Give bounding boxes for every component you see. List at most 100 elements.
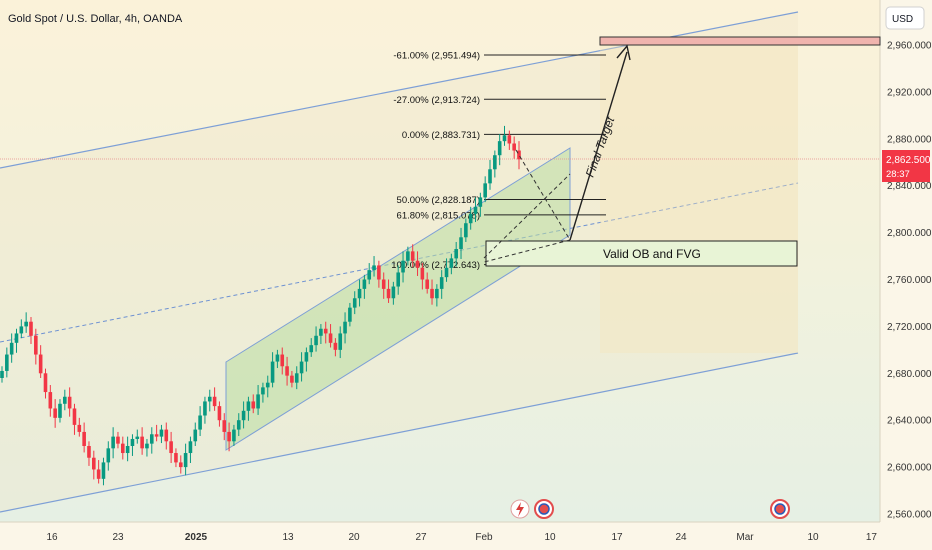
current-price-value: 2,862.500 <box>886 155 931 166</box>
candle-body <box>198 415 202 430</box>
x-tick-label: 13 <box>282 532 294 543</box>
currency-label: USD <box>892 14 913 25</box>
candle-body <box>439 277 444 289</box>
candle-body <box>159 429 164 437</box>
candle-body <box>193 429 198 442</box>
candle-body <box>251 401 256 409</box>
current-price-countdown: 28:37 <box>886 169 910 180</box>
x-tick-label: Mar <box>736 532 754 543</box>
candle-body <box>381 279 386 289</box>
projection-dashed-diagonal <box>483 173 571 259</box>
candle-body <box>178 462 183 468</box>
x-tick-label: 2025 <box>185 532 208 543</box>
candle-body <box>87 445 91 458</box>
target-projection-area <box>600 40 798 353</box>
us-flag-mar-icon <box>774 503 786 515</box>
final-target-arrowhead <box>616 44 631 61</box>
candle-body <box>270 361 275 383</box>
y-tick-label: 2,680.000 <box>887 369 932 380</box>
x-tick-label: 24 <box>675 532 687 543</box>
candle-body <box>304 352 309 362</box>
candle-body <box>473 206 478 214</box>
candle-body <box>222 420 227 432</box>
candle-body <box>43 373 48 393</box>
candle-body <box>415 260 420 268</box>
fib-level-label: 0.00% (2,883.731) <box>402 130 480 141</box>
candle-body <box>309 345 314 353</box>
candle-body <box>420 267 425 280</box>
x-tick-label: 17 <box>866 532 878 543</box>
candle-body <box>357 288 362 299</box>
candle-body <box>169 441 173 454</box>
candle-body <box>285 366 289 376</box>
candle-body <box>497 141 502 156</box>
candle-body <box>386 288 391 299</box>
candle-body <box>174 453 178 463</box>
candle-body <box>352 298 357 308</box>
candle-body <box>265 382 270 388</box>
candle-body <box>478 197 483 207</box>
candle-body <box>9 342 14 355</box>
x-tick-label: 10 <box>807 532 819 543</box>
candle-body <box>116 436 120 444</box>
candle-body <box>261 387 265 395</box>
candle-body <box>241 410 246 421</box>
y-tick-label: 2,640.000 <box>887 416 932 427</box>
fib-level-label: -27.00% (2,913.724) <box>393 95 480 106</box>
candle-body <box>188 441 193 454</box>
candle-body <box>459 237 463 250</box>
candle-body <box>275 354 280 362</box>
candle-body <box>63 396 67 404</box>
y-tick-label: 2,960.000 <box>887 41 932 52</box>
candle-body <box>38 354 43 374</box>
candle-body <box>502 135 507 142</box>
x-tick-label: 20 <box>348 532 360 543</box>
ob-fvg-zone <box>485 240 798 267</box>
candle-body <box>183 453 188 468</box>
candle-body <box>164 429 169 442</box>
candle-body <box>101 462 106 479</box>
candle-body <box>5 354 9 371</box>
candle-body <box>19 326 24 334</box>
candle-body <box>48 392 53 409</box>
candle-body <box>232 429 236 442</box>
price-axis-panel <box>880 0 932 550</box>
currency-selector[interactable] <box>885 6 925 30</box>
candle-body <box>53 408 57 418</box>
y-tick-label: 2,760.000 <box>887 275 932 286</box>
candle-body <box>425 279 429 289</box>
candle-body <box>106 448 111 463</box>
candle-body <box>130 438 135 446</box>
y-tick-label: 2,600.000 <box>887 463 932 474</box>
candle-body <box>72 408 77 425</box>
y-tick-label: 2,920.000 <box>887 87 932 98</box>
candle-body <box>154 434 159 437</box>
wide-channel-lower-line <box>0 352 799 513</box>
candle-body <box>391 286 396 299</box>
candle-body <box>444 267 449 278</box>
event-icon-group[interactable] <box>510 499 790 519</box>
candle-body <box>449 258 454 268</box>
x-tick-label: 10 <box>544 532 556 543</box>
time-axis-panel <box>0 522 880 550</box>
candle-body <box>377 265 381 280</box>
projection-dashed-path <box>483 149 571 263</box>
candle-body <box>77 424 82 432</box>
candle-body <box>67 396 72 409</box>
candle-body <box>372 265 376 271</box>
candle-body <box>314 335 318 346</box>
fib-level-label: -61.00% (2,951.494) <box>393 50 480 61</box>
candle-body <box>435 288 439 299</box>
y-tick-label: 2,720.000 <box>887 322 932 333</box>
candle-body <box>34 335 38 355</box>
candle-body <box>212 396 217 407</box>
candle-body <box>493 155 497 170</box>
x-tick-label: 23 <box>112 532 124 543</box>
candle-body <box>58 403 62 418</box>
candle-body <box>468 213 473 224</box>
flash-glyph-icon <box>516 502 524 517</box>
candle-body <box>203 401 207 416</box>
candle-body <box>410 251 415 261</box>
candle-body <box>294 373 299 383</box>
